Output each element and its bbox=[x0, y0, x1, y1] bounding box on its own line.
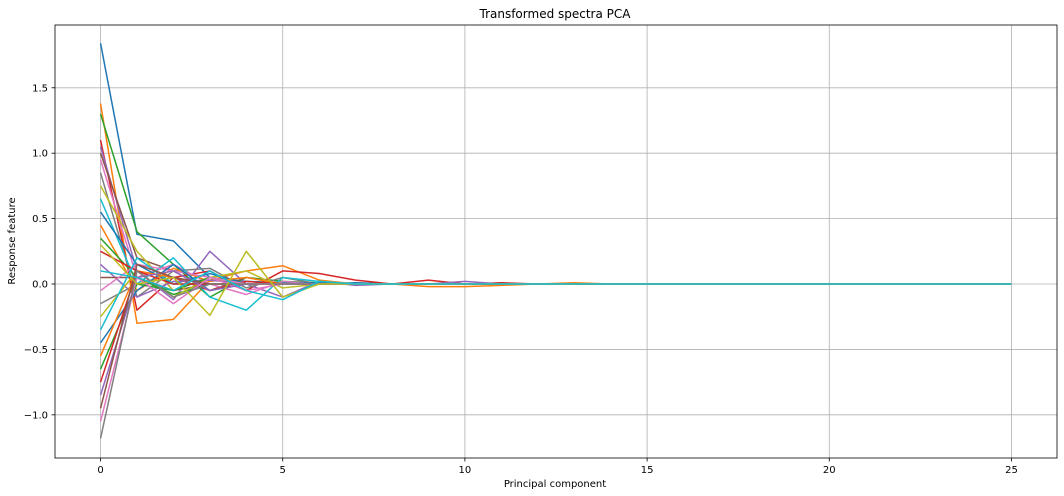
y-tick-label: 1.5 bbox=[32, 83, 48, 94]
plot-frame bbox=[54, 24, 1058, 459]
y-tick-label: 1.0 bbox=[32, 149, 48, 160]
x-axis-label: Principal component bbox=[504, 479, 606, 490]
chart-title: Transformed spectra PCA bbox=[479, 7, 632, 21]
series-layer bbox=[99, 43, 1012, 439]
x-tick-label: 10 bbox=[459, 465, 472, 476]
x-tick-label: 25 bbox=[1005, 465, 1018, 476]
y-tick-label: 0.0 bbox=[32, 280, 48, 291]
y-tick-label: −0.5 bbox=[24, 345, 48, 356]
series-line bbox=[100, 270, 1012, 301]
y-tick-label: −1.0 bbox=[24, 410, 48, 421]
x-tick-label: 0 bbox=[97, 465, 103, 476]
x-tick-label: 5 bbox=[280, 465, 286, 476]
y-tick-label: 0.5 bbox=[32, 214, 48, 225]
x-tick-label: 15 bbox=[641, 465, 654, 476]
y-axis-label: Response feature bbox=[7, 197, 18, 284]
ticks: 0 5 10 15 20 25 −1.0 −0.5 0.0 0.5 1.0 1.5 bbox=[24, 83, 1018, 476]
x-tick-label: 20 bbox=[823, 465, 836, 476]
